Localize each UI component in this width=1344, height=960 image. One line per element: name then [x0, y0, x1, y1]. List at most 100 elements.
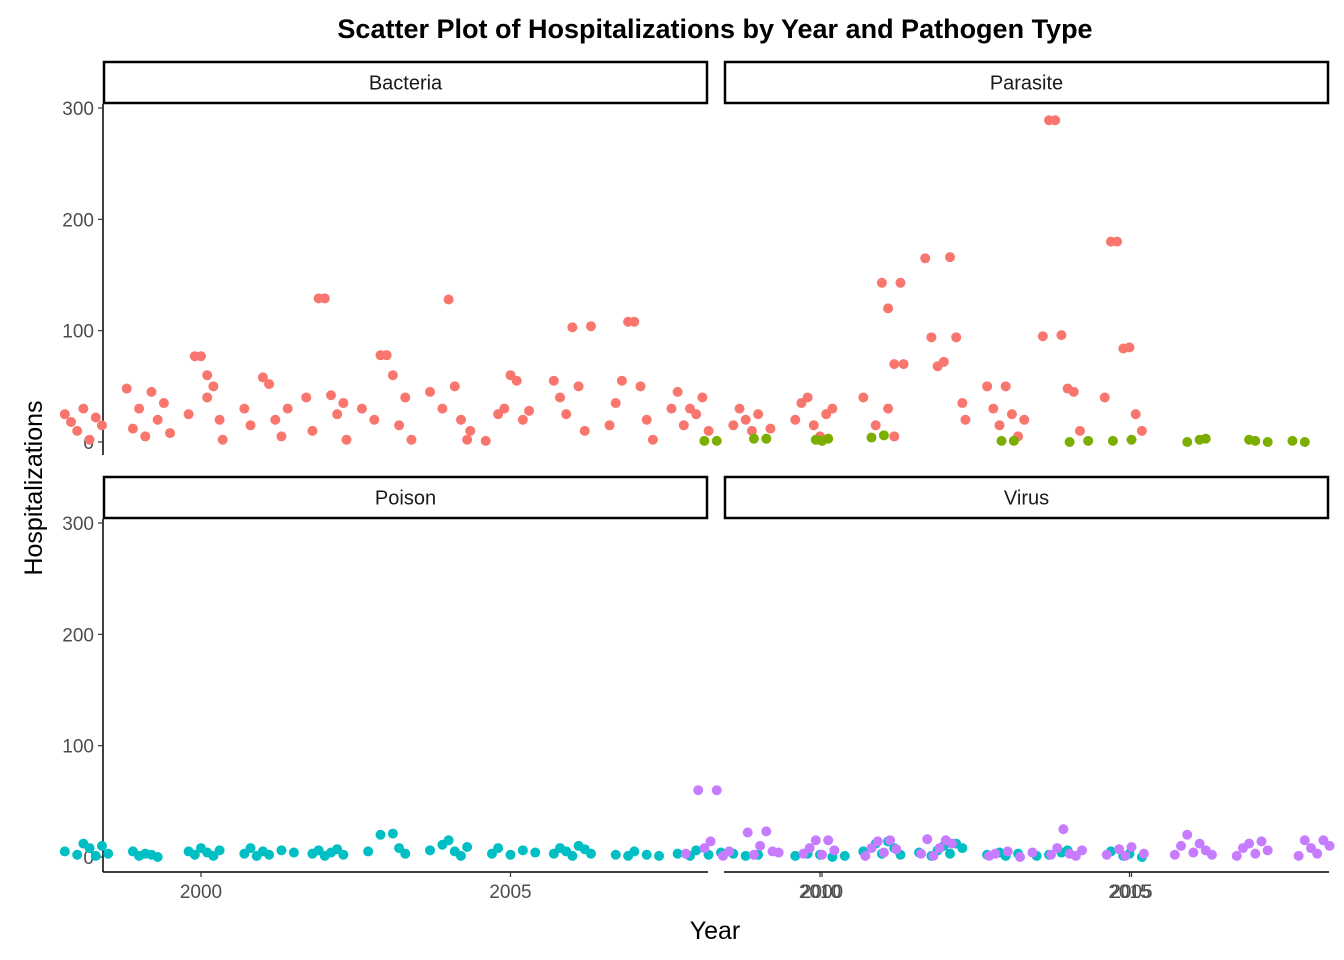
data-point [790, 850, 801, 861]
data-point [406, 434, 417, 445]
facet-strip-label: Bacteria [369, 73, 443, 95]
data-point [705, 836, 716, 847]
data-point [1114, 844, 1125, 855]
data-point [1064, 437, 1075, 447]
y-tick-label: 100 [62, 322, 94, 343]
data-point [895, 277, 906, 288]
data-point [610, 398, 621, 409]
data-point [1299, 835, 1310, 846]
data-point [802, 392, 813, 403]
data-point [121, 383, 132, 394]
data-point [891, 844, 902, 855]
data-point [827, 403, 838, 414]
data-point [270, 414, 281, 425]
data-point [449, 381, 460, 392]
x-tick-label: 2015 [1108, 882, 1150, 903]
y-tick-label: 200 [62, 625, 94, 646]
data-point [703, 425, 714, 436]
data-point [883, 303, 894, 314]
data-point [1206, 849, 1217, 860]
data-point [245, 843, 256, 854]
data-point [728, 420, 739, 431]
data-point [916, 848, 927, 859]
data-point [338, 849, 349, 860]
data-point [1015, 852, 1026, 862]
data-point [804, 843, 815, 854]
data-point [1046, 849, 1057, 860]
data-point [443, 294, 454, 305]
data-point [332, 409, 343, 420]
data-point [585, 848, 596, 859]
data-point [996, 435, 1007, 446]
data-point [1138, 848, 1149, 859]
facet-strip [102, 60, 709, 105]
data-point [678, 420, 689, 431]
data-point [257, 372, 268, 383]
y-tick-label: 300 [62, 514, 94, 535]
data-point [363, 846, 374, 857]
data-point [341, 434, 352, 445]
facet-panel: Bacteria0100200300 [59, 60, 1147, 455]
facet-panel: Virus 2000 2005 2010 2015 [680, 475, 1335, 903]
data-point [878, 430, 889, 441]
data-point [400, 848, 411, 859]
data-point [699, 435, 710, 446]
data-point [748, 433, 759, 444]
facet-strip-label: Virus [1004, 488, 1049, 510]
data-point [1112, 236, 1123, 247]
data-point [239, 403, 250, 414]
data-point [773, 847, 784, 858]
data-point [165, 428, 176, 439]
data-point [183, 409, 194, 420]
data-point [1076, 845, 1087, 856]
data-point [72, 849, 83, 860]
data-point [1052, 843, 1063, 854]
data-point [59, 409, 70, 420]
data-point [455, 414, 466, 425]
data-point [140, 431, 151, 442]
data-point [885, 835, 896, 846]
data-point [829, 845, 840, 856]
data-point [66, 416, 77, 427]
data-point [635, 381, 646, 392]
data-point [282, 403, 293, 414]
data-point [78, 403, 89, 414]
data-point [96, 420, 107, 431]
data-point [1120, 850, 1131, 861]
data-point [761, 826, 772, 837]
data-point [666, 403, 677, 414]
x-tick-label: 2005 [1110, 882, 1152, 903]
data-point [1287, 435, 1298, 446]
data-point [1126, 434, 1137, 445]
data-point [860, 850, 871, 861]
data-point [369, 414, 380, 425]
data-point [1299, 437, 1310, 447]
data-point [746, 425, 757, 436]
data-point [1124, 342, 1135, 353]
data-point [356, 403, 367, 414]
data-point [1262, 845, 1273, 856]
data-point [381, 350, 392, 361]
data-point [1037, 331, 1048, 342]
data-point [1256, 836, 1267, 847]
facet-strip [723, 475, 1330, 520]
data-point [742, 827, 753, 838]
data-point [208, 381, 219, 392]
data-point [755, 840, 766, 851]
data-point [898, 359, 909, 370]
data-point [866, 432, 877, 443]
data-point [654, 850, 665, 861]
data-point [946, 838, 957, 849]
data-point [604, 420, 615, 431]
data-point [1056, 330, 1067, 341]
data-point [960, 414, 971, 425]
data-point [1050, 115, 1061, 126]
data-point [319, 293, 330, 304]
y-tick-label: 100 [62, 737, 94, 758]
data-point [462, 841, 473, 852]
data-point [152, 414, 163, 425]
data-point [1176, 840, 1187, 851]
data-point [264, 379, 275, 390]
data-point [517, 414, 528, 425]
data-point [1027, 847, 1038, 858]
